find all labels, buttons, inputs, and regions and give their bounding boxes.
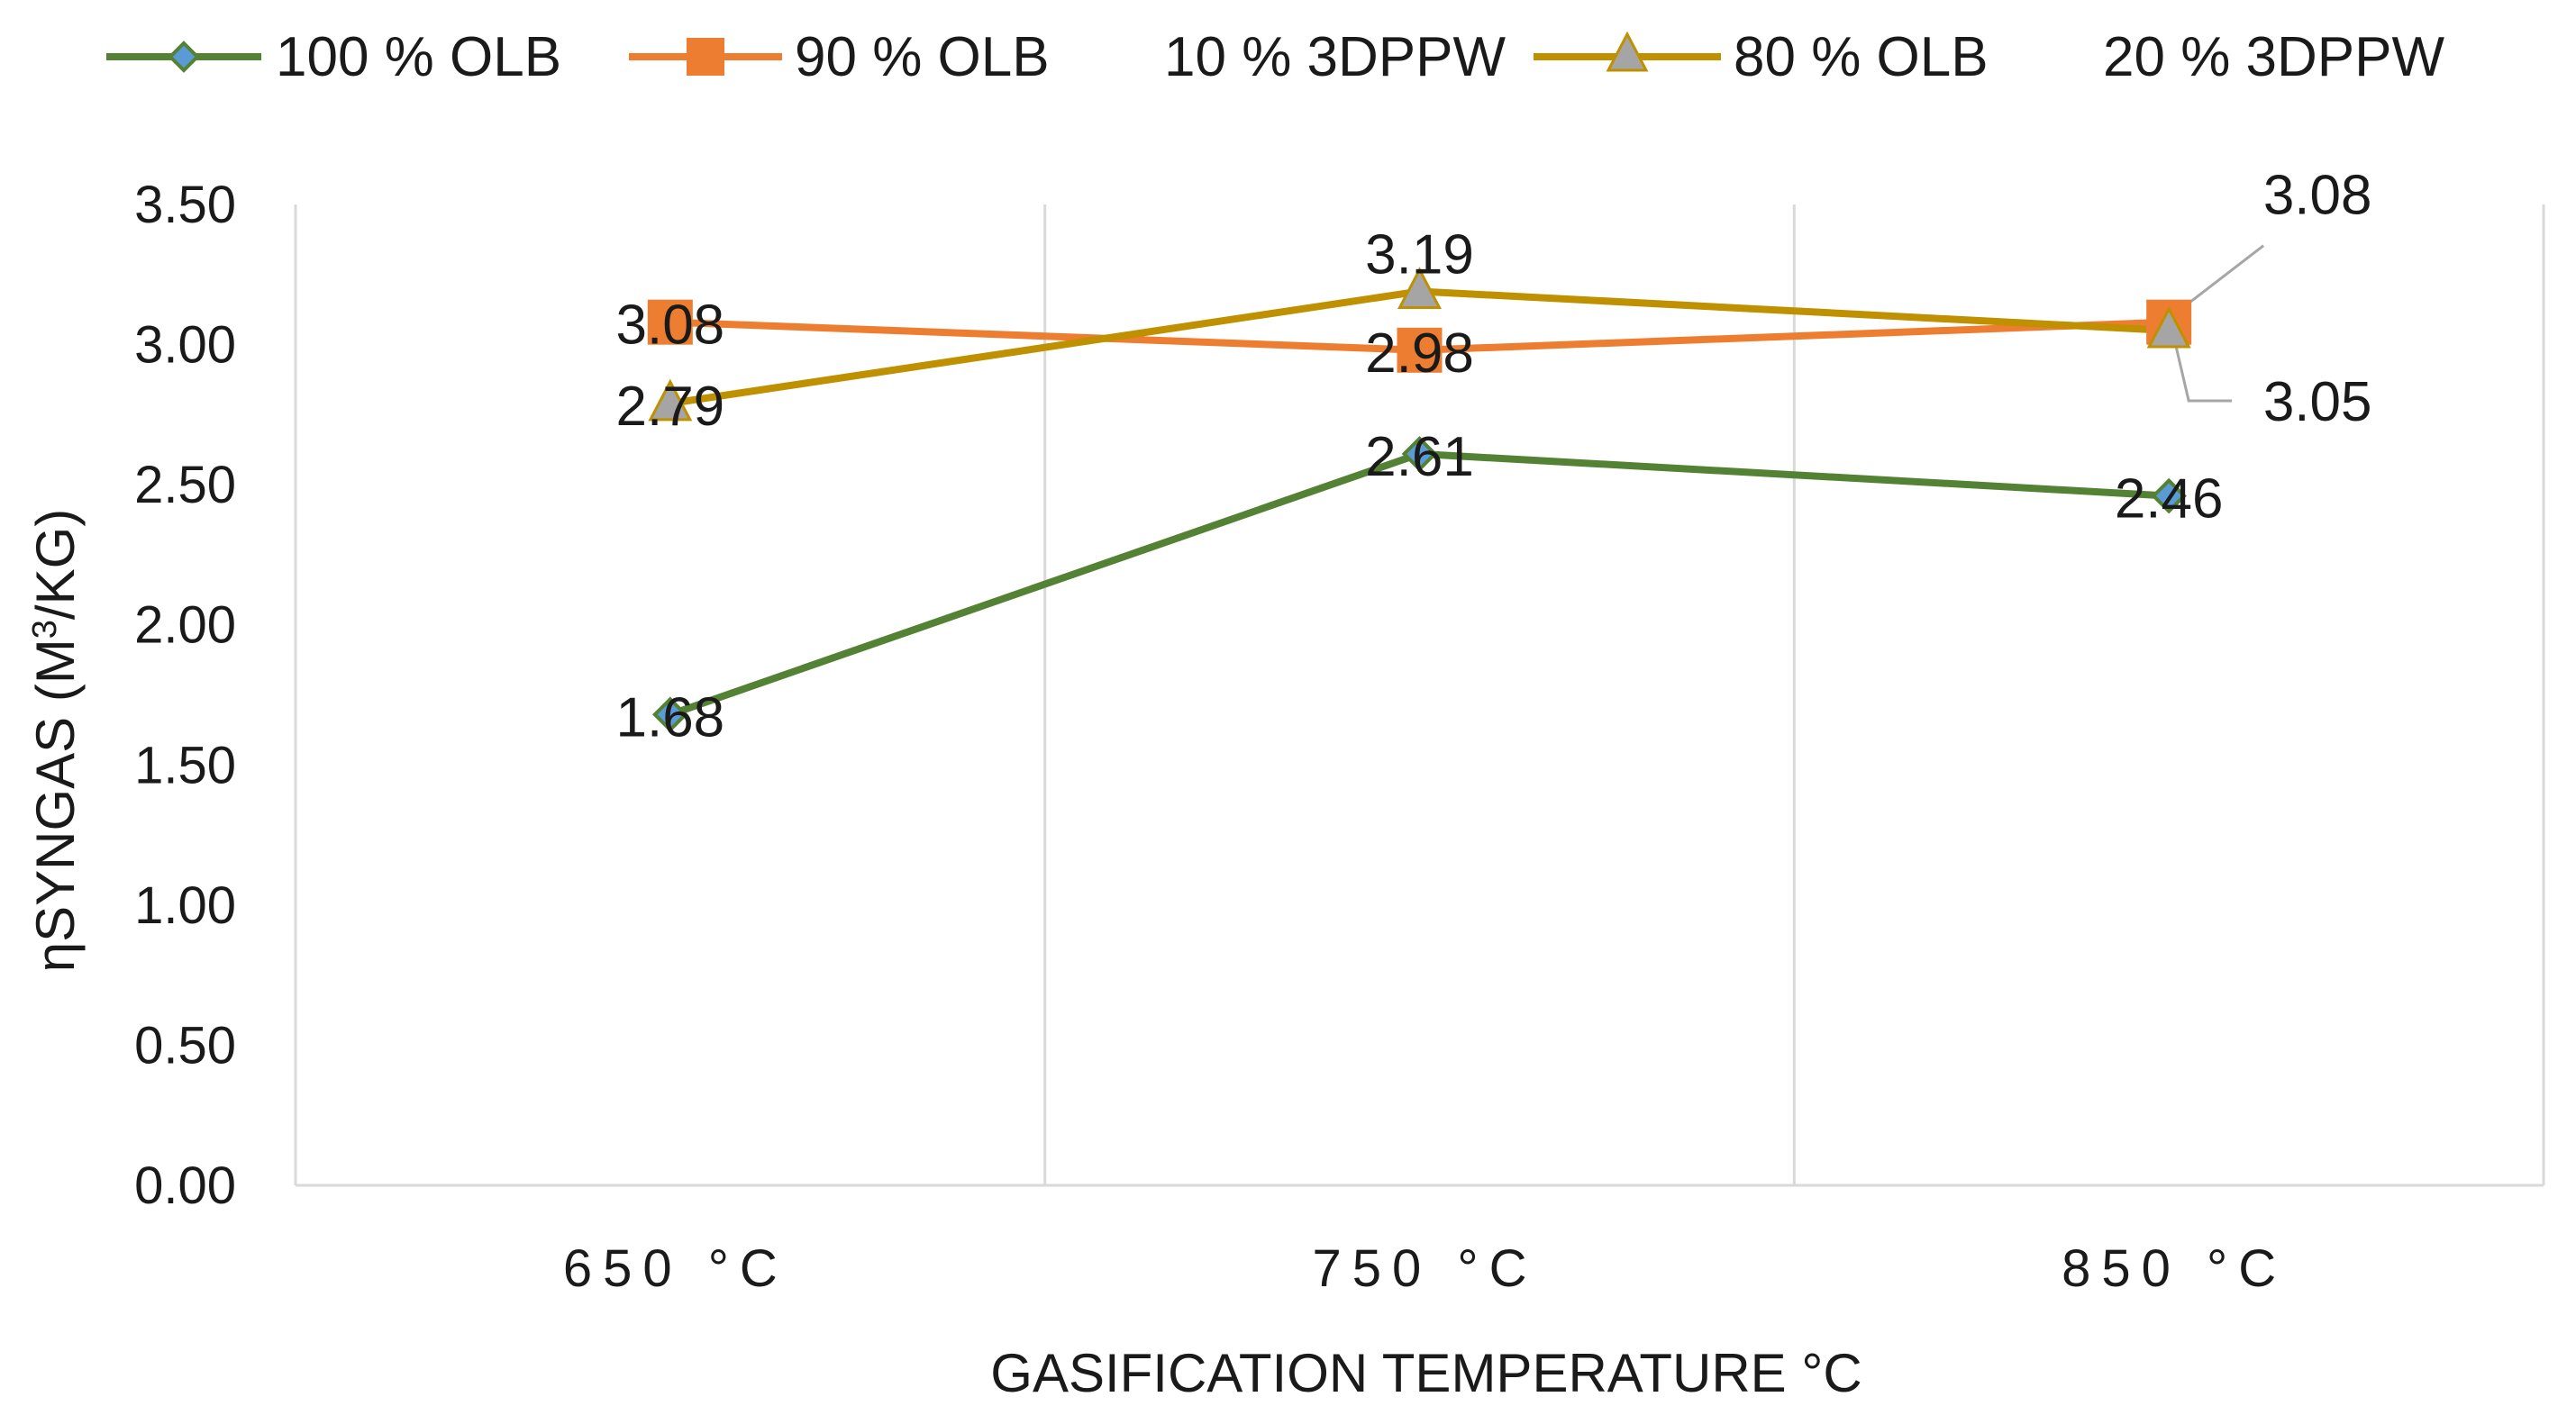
data-label: 2.61	[1365, 426, 1474, 488]
legend-item-80-olb: 80 % OLB 20 % 3DPPW	[1534, 26, 2445, 88]
legend-label-90-olb: 90 % OLB	[795, 26, 1050, 88]
legend-triangle-marker	[1606, 31, 1649, 72]
data-point-triangle	[1397, 267, 1442, 309]
legend-item-90-olb: 90 % OLB 10 % 3DPPW	[629, 26, 1506, 88]
legend-label-10-3dppw: 10 % 3DPPW	[1164, 26, 1506, 88]
data-point-triangle	[2146, 305, 2191, 349]
x-tick-label: 850 °C	[2062, 1239, 2287, 1298]
gridlines	[1043, 204, 2545, 1185]
legend: 100 % OLB 90 % OLB 10 % 3DPPW 80 % OLB 2…	[106, 26, 2445, 88]
y-tick-label: 1.50	[134, 736, 236, 794]
y-axis-title-tail: /KG)	[25, 509, 86, 620]
axes	[294, 204, 2544, 1187]
data-label: 1.68	[615, 686, 724, 748]
y-axis-ticks: 0.00 0.50 1.00 1.50 2.00 2.50 3.00 3.50	[134, 176, 236, 1215]
legend-square-marker	[687, 38, 724, 76]
y-tick-label: 0.50	[134, 1016, 236, 1075]
x-axis-title: GASIFICATION TEMPERATURE °C	[990, 1343, 1861, 1403]
data-labels: 1.68 2.61 2.46 3.08 2.98 3.08 2.79 3.19 3.05	[615, 165, 2371, 749]
y-tick-label: 2.00	[134, 596, 236, 655]
data-label: 2.46	[2115, 468, 2224, 531]
leader-line-80-olb-850	[2174, 346, 2233, 403]
data-point-diamond	[652, 696, 688, 733]
data-point-square	[647, 299, 693, 345]
y-tick-label: 1.00	[134, 876, 236, 935]
leader-line-90-olb-850	[2184, 244, 2265, 307]
data-label: 3.05	[2263, 371, 2372, 433]
y-tick-label: 3.50	[134, 176, 236, 234]
legend-item-100-olb: 100 % OLB	[106, 26, 561, 88]
data-label: 2.98	[1365, 322, 1474, 385]
x-tick-label: 750 °C	[1313, 1239, 1538, 1298]
data-label: 3.08	[615, 295, 724, 357]
data-point-square	[1397, 327, 1443, 373]
x-tick-label: 650 °C	[563, 1239, 788, 1298]
y-axis-title: ηSYNGAS (M3/KG)	[25, 509, 86, 973]
data-point-diamond	[1401, 436, 1438, 472]
legend-diamond-marker	[168, 41, 200, 73]
legend-label-80-olb: 80 % OLB	[1734, 26, 1989, 88]
leader-lines	[2174, 244, 2265, 403]
data-point-diamond	[2151, 477, 2187, 514]
y-tick-label: 3.00	[134, 316, 236, 375]
series-markers	[647, 267, 2192, 733]
legend-label-20-3dppw: 20 % 3DPPW	[2103, 26, 2445, 88]
data-point-triangle	[648, 378, 693, 422]
data-label: 3.19	[1365, 223, 1474, 286]
y-axis-title-superscript: 3	[26, 620, 64, 639]
y-axis-title-main: ηSYNGAS (M	[25, 639, 86, 972]
data-label: 3.08	[2263, 165, 2372, 227]
data-label: 2.79	[615, 376, 724, 438]
x-axis-ticks: 650 °C 750 °C 850 °C	[563, 1239, 2287, 1298]
y-tick-label: 2.50	[134, 456, 236, 514]
y-tick-label: 0.00	[134, 1156, 236, 1215]
series-line	[669, 449, 2170, 719]
legend-label-100-olb: 100 % OLB	[276, 26, 561, 88]
